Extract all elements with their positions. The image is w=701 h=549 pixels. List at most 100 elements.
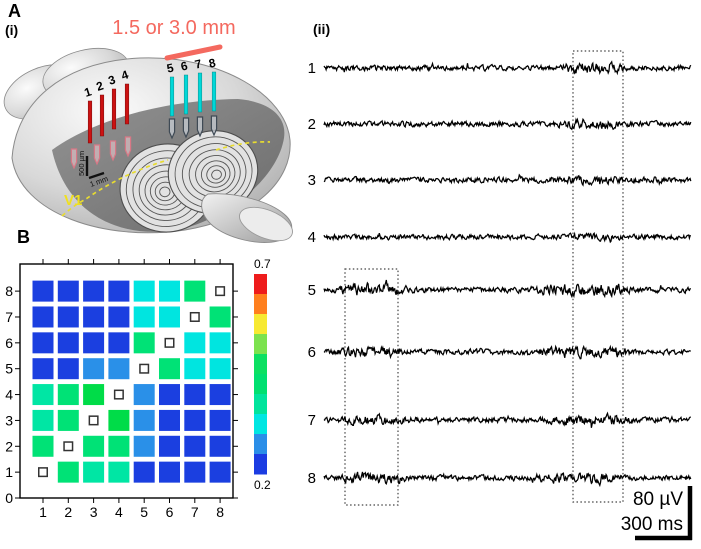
time-scale-label: 300 ms — [621, 514, 683, 535]
matrix-cell — [184, 384, 206, 406]
voltage-trace — [323, 117, 692, 131]
matrix-cell — [159, 435, 180, 457]
matrix-cell — [133, 306, 155, 328]
matrix-cell — [32, 384, 54, 406]
colorbar-min-label: 0.2 — [254, 478, 271, 492]
matrix-cell — [108, 435, 130, 457]
matrix-cell — [108, 280, 130, 302]
matrix-diagonal-marker — [139, 363, 150, 374]
electrode-number-label: 7 — [193, 56, 203, 71]
voltage-trace — [323, 344, 691, 360]
probe-outline-red — [109, 140, 117, 162]
colorbar-segment — [254, 414, 267, 435]
colorbar-segment — [254, 334, 267, 355]
matrix-cell — [209, 306, 231, 328]
matrix-cell — [108, 358, 130, 380]
electrode-red — [99, 94, 105, 137]
trace-number-label: 6 — [308, 344, 316, 361]
y-tick-label: 7 — [5, 309, 13, 325]
distance-annotation-line — [164, 44, 223, 61]
voltage-trace — [323, 173, 692, 187]
matrix-cell — [83, 461, 105, 483]
matrix-cell — [184, 332, 206, 354]
matrix-cell — [32, 358, 54, 380]
voltage-scale-label: 80 µV — [633, 489, 683, 510]
electrode-number-label: 1 — [82, 84, 93, 99]
x-tick-label: 2 — [64, 504, 72, 520]
matrix-cell — [57, 280, 79, 302]
trace-number-label: 8 — [308, 470, 316, 487]
trace-number-label: 2 — [308, 116, 316, 133]
trace-number-label: 1 — [308, 60, 316, 77]
y-tick-label: 5 — [5, 361, 13, 377]
matrix-cell — [32, 306, 54, 328]
v1-label: V1 — [64, 192, 82, 209]
matrix-cell — [83, 358, 105, 380]
matrix-diagonal-marker — [113, 389, 124, 400]
electrode-number-label: 3 — [106, 72, 117, 87]
electrode-number-label: 8 — [207, 55, 217, 70]
matrix-cell — [83, 280, 105, 302]
matrix-diagonal-marker — [63, 441, 74, 452]
matrix-cell — [159, 358, 180, 380]
matrix-cell — [133, 435, 155, 457]
matrix-cell — [209, 409, 231, 431]
matrix-cell — [108, 332, 130, 354]
panel-ii-label: (ii) — [313, 21, 331, 37]
matrix-cell — [32, 280, 54, 302]
cerebellum-folia-line — [195, 155, 236, 193]
burst-marker-box-left — [344, 268, 399, 506]
voltage-trace — [323, 60, 692, 76]
trace-number-label: 5 — [308, 282, 316, 299]
x-tick-label: 7 — [191, 504, 199, 520]
electrode-cyan — [211, 71, 217, 112]
colorbar-max-label: 0.7 — [254, 257, 271, 271]
electrode-number-label: 2 — [94, 78, 105, 93]
matrix-cell — [83, 435, 105, 457]
matrix-cell — [32, 332, 54, 354]
colorbar-segment — [254, 434, 267, 455]
colorbar-segment — [254, 374, 267, 395]
matrix-cells — [32, 280, 231, 483]
electrode-number-label: 4 — [119, 67, 130, 82]
matrix-cell — [184, 409, 206, 431]
probe-outline-red — [70, 148, 78, 170]
electrode-red — [124, 83, 130, 125]
colorbar-segment — [254, 394, 267, 415]
trace-number-label: 7 — [308, 412, 316, 429]
colorbar-segment — [254, 274, 267, 295]
electrode-cyan — [169, 76, 175, 117]
matrix-cell — [133, 409, 155, 431]
panel-b-label: B — [17, 227, 30, 247]
matrix-cell — [83, 332, 105, 354]
matrix-cell — [133, 461, 155, 483]
matrix-cell — [184, 461, 206, 483]
trace-lines — [323, 60, 692, 488]
y-tick-label: 6 — [5, 335, 13, 351]
matrix-cell — [57, 461, 79, 483]
voltage-trace — [323, 231, 691, 244]
depth-scalebar-label: 500 µm — [77, 151, 86, 176]
matrix-cell — [209, 358, 231, 380]
trace-labels: 1 2 3 4 5 6 7 8 — [308, 60, 316, 487]
x-tick-label: 6 — [166, 504, 174, 520]
matrix-ticks — [15, 259, 238, 503]
matrix-diagonal-marker — [215, 286, 226, 297]
matrix-cell — [32, 409, 54, 431]
y-tick-label: 1 — [5, 464, 13, 480]
matrix-diagonal-marker — [38, 467, 48, 478]
x-tick-label: 4 — [115, 504, 123, 520]
colorbar-segment — [254, 354, 267, 375]
matrix-cell — [159, 461, 180, 483]
y-tick-label: 2 — [5, 438, 13, 454]
electrode-number-label: 6 — [179, 58, 189, 73]
distance-annotation-label: 1.5 or 3.0 mm — [112, 17, 235, 39]
electrode-cyan — [183, 74, 189, 115]
matrix-cell — [57, 332, 79, 354]
matrix-tick-labels: 1 2 3 4 5 6 7 8 0 1 2 3 4 5 6 7 8 — [5, 283, 224, 520]
cerebellum — [119, 130, 259, 233]
matrix-diagonal-marker — [189, 311, 200, 322]
colorbar — [254, 274, 267, 475]
